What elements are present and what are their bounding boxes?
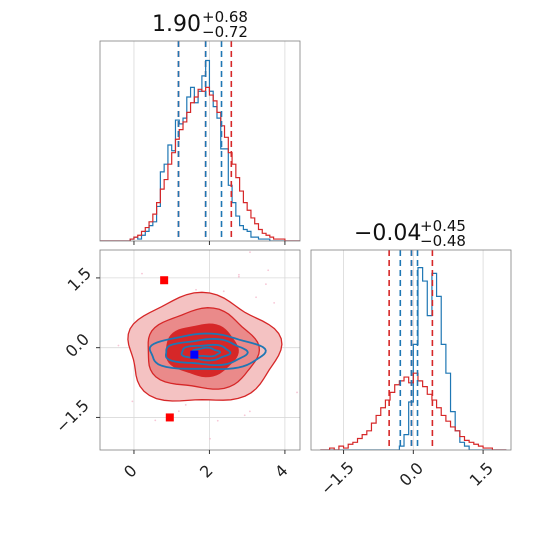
scatter-point [248,410,251,413]
red-marker-square-0 [160,276,169,285]
bottom-right-title-sup: +0.45 [420,217,466,235]
x-tick-label-0: 0 [120,461,141,482]
blue-histogram-0 [100,59,300,241]
blue-contour-level-1 [165,337,249,366]
scatter-point [171,205,173,207]
bottom-left-tick-marks [96,277,286,454]
scatter-point [265,283,267,286]
x-tick-label-0.0: 0.0 [396,459,427,490]
x-tick-label-neg1.5: −1.5 [317,458,358,499]
blue-contour-lines [148,332,267,370]
top-left-title-sub: −0.72 [202,23,248,41]
scatter-point [222,290,225,293]
x-tick-label-4: 4 [271,461,292,482]
top-left-axes-frame [99,40,301,242]
blue-histogram-0 [320,267,507,450]
bottom-right-axes-frame [310,249,512,451]
scatter-point [83,222,85,224]
bottom-left-axes-frame [99,249,301,451]
scatter-point [209,437,211,440]
x-tick-label-2: 2 [196,461,217,482]
bottom-left-x-tick-labels: 0 2 4 [120,461,292,482]
scatter-point [304,369,306,371]
panel-bottom-right-histogram: −0.04 +0.45 −0.48 −1.5 0.0 1.5 [310,217,512,499]
scatter-point [184,403,187,406]
scatter-point [93,415,95,417]
blue-marker-square-2 [190,350,199,359]
scatter-point [255,296,257,299]
title-value: −0.04 [354,221,421,246]
scatter-point [216,419,219,422]
top-left-tick-marks [133,241,286,245]
scatter-point [296,391,298,394]
scatter-point [237,273,240,276]
bottom-right-quantile-lines [388,250,434,450]
scatter-point [117,344,120,347]
scatter-point [267,269,270,272]
scatter-point [195,288,197,291]
scatter-point [237,275,240,278]
red-histogram-1 [100,86,300,241]
blue-contour-level-0 [148,332,267,370]
scatter-point [177,410,180,413]
blue-contour-level-2 [180,343,232,362]
bottom-right-title-sub: −0.48 [420,232,466,250]
scatter-point [141,272,143,275]
bottom-left-y-tick-labels: 1.5 0.0 −1.5 [52,264,95,437]
scatter-point [154,419,157,422]
bottom-right-x-tick-labels: −1.5 0.0 1.5 [317,458,497,499]
x-tick-label-1.5: 1.5 [466,459,497,490]
scatter-point [249,251,251,254]
top-left-title: 1.90 [152,12,201,37]
y-tick-label-1.5: 1.5 [64,264,95,295]
top-left-title-sup: +0.68 [202,8,248,26]
scatter-point [131,400,134,403]
scatter-point [301,253,303,255]
marker-squares [160,276,199,422]
scatter-point [424,332,426,334]
bottom-right-title: −0.04 [354,221,421,246]
scatter-point [273,301,276,304]
title-value: 1.90 [152,12,201,37]
top-left-histograms [100,59,300,241]
scatter-point [243,414,246,417]
panel-top-left-histogram: 1.90 +0.68 −0.72 [99,8,301,245]
y-tick-label-neg1.5: −1.5 [52,396,93,437]
scatter-point [331,344,333,346]
y-tick-label-0.0: 0.0 [62,330,93,361]
panel-bottom-left-contour: 1.5 0.0 −1.5 0 2 4 [52,205,426,482]
bottom-right-tick-marks [343,450,484,454]
top-left-quantile-lines [177,41,233,241]
red-marker-square-1 [165,413,174,422]
